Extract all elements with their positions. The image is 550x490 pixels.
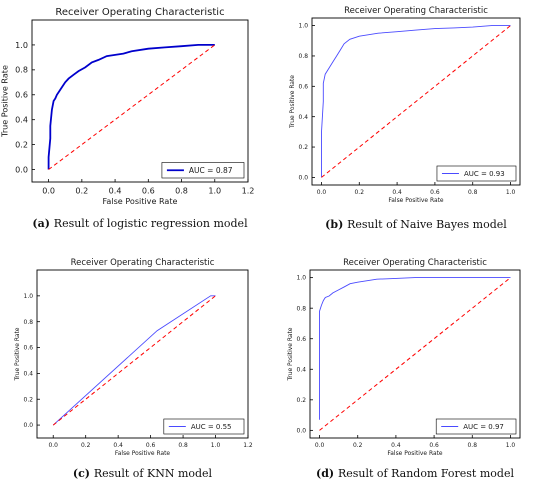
x-tick-label: 0.8	[175, 187, 188, 196]
y-tick-label: 0.4	[15, 116, 28, 125]
legend-label: AUC = 0.55	[191, 423, 232, 431]
roc-curve-line	[52, 295, 216, 426]
caption-letter: (d)	[316, 467, 338, 480]
chart-panel-b: Receiver Operating Characteristic 0.0 0.2 0…	[289, 6, 521, 231]
x-tick-label: 1.2	[242, 187, 255, 196]
x-tick-label: 1.0	[211, 442, 221, 449]
legend-box	[435, 418, 517, 435]
y-tick-label: 1.0	[299, 23, 309, 30]
x-tick-label: 0.4	[392, 189, 402, 196]
y-tick-label: 1.0	[24, 293, 34, 300]
x-tick-label: 0.4	[109, 187, 122, 196]
y-tick-label: 0.6	[299, 83, 309, 90]
chance-diagonal-line	[48, 44, 216, 170]
chart-panel-d: Receiver Operating Characteristic 0.0 0.2 0…	[287, 258, 521, 480]
x-tick-label: 0.2	[81, 442, 91, 449]
x-tick-label: 0.6	[430, 189, 440, 196]
y-tick-label: 0.8	[24, 319, 34, 326]
y-tick-label: 0.6	[15, 91, 28, 100]
caption-letter: (a)	[32, 217, 53, 230]
y-tick-label: 0.0	[24, 422, 34, 429]
y-tick-label: 0.2	[299, 144, 309, 151]
x-tick-label: 0.0	[315, 442, 325, 449]
x-tick-label: 1.2	[243, 442, 253, 449]
legend-label: AUC = 0.93	[464, 170, 505, 178]
legend-label: AUC = 0.97	[463, 423, 504, 431]
x-tick-label: 1.0	[506, 189, 516, 196]
plot-frame	[311, 17, 521, 186]
panel-caption: (a) Result of logistic regression model	[32, 217, 248, 230]
y-tick-label: 0.0	[297, 427, 307, 434]
legend-box	[161, 162, 245, 179]
x-tick-label: 0.0	[42, 187, 55, 196]
y-tick-label: 0.4	[297, 366, 307, 373]
chart-title: Receiver Operating Characteristic	[71, 258, 215, 268]
x-tick-label: 0.2	[75, 187, 88, 196]
x-tick-label: 0.8	[468, 442, 478, 449]
y-tick-label: 0.6	[297, 336, 307, 343]
x-tick-label: 1.0	[506, 442, 516, 449]
y-tick-label: 0.4	[299, 114, 309, 121]
y-axis-label: True Positive Rate	[289, 75, 296, 129]
roc-curve-line	[321, 25, 511, 178]
y-tick-label: 0.2	[15, 140, 28, 149]
caption-text: Result of Random Forest model	[338, 467, 515, 480]
legend-box	[436, 165, 517, 182]
y-axis-label: True Positive Rate	[287, 327, 294, 381]
plot-frame	[31, 19, 249, 183]
chance-diagonal-line	[321, 25, 511, 178]
y-tick-label: 0.2	[24, 396, 34, 403]
plot-frame	[36, 269, 249, 439]
y-axis-label: True Positive Rate	[14, 327, 21, 381]
x-tick-label: 0.4	[113, 442, 123, 449]
chart-title: Receiver Operating Characteristic	[343, 258, 487, 268]
x-axis-label: False Positive Rate	[115, 450, 171, 457]
chart-panel-a: Receiver Operating Characteristic 0.0 0.2 0…	[0, 7, 254, 230]
caption-letter: (c)	[73, 467, 94, 480]
roc-curve-line	[319, 277, 511, 420]
y-tick-label: 0.8	[297, 305, 307, 312]
chart-title: Receiver Operating Characteristic	[344, 6, 488, 16]
caption-text: Result of logistic regression model	[54, 217, 248, 230]
y-tick-label: 0.8	[299, 53, 309, 60]
x-tick-label: 1.0	[208, 187, 221, 196]
x-axis-label: False Positive Rate	[387, 450, 443, 457]
y-tick-label: 0.0	[299, 175, 309, 182]
x-tick-label: 0.2	[353, 442, 363, 449]
x-tick-label: 0.4	[391, 442, 401, 449]
y-tick-label: 0.2	[297, 397, 307, 404]
chart-title: Receiver Operating Characteristic	[55, 7, 224, 18]
y-tick-label: 0.4	[24, 370, 34, 377]
x-tick-label: 0.2	[355, 189, 365, 196]
legend-box	[163, 418, 245, 435]
x-tick-label: 0.6	[142, 187, 155, 196]
legend-label: AUC = 0.87	[189, 166, 233, 175]
y-tick-label: 0.6	[24, 345, 34, 352]
chance-diagonal-line	[52, 295, 216, 426]
x-tick-label: 0.0	[49, 442, 59, 449]
chance-diagonal-line	[319, 277, 511, 431]
x-tick-label: 0.0	[317, 189, 327, 196]
plot-frame	[309, 269, 521, 439]
y-tick-label: 0.8	[15, 66, 28, 75]
x-tick-label: 0.8	[178, 442, 188, 449]
caption-text: Result of Naive Bayes model	[347, 218, 507, 231]
x-axis-label: False Positive Rate	[388, 197, 444, 204]
x-tick-label: 0.8	[468, 189, 478, 196]
y-tick-label: 1.0	[297, 275, 307, 282]
y-tick-label: 1.0	[15, 41, 28, 50]
x-tick-label: 0.6	[429, 442, 439, 449]
chart-panel-c: Receiver Operating Characteristic 0.0 0.2 0…	[14, 258, 253, 480]
y-axis-label: True Positive Rate	[0, 65, 9, 138]
panel-caption: (c) Result of KNN model	[73, 467, 213, 480]
y-tick-label: 0.0	[15, 165, 28, 174]
panel-caption: (d) Result of Random Forest model	[316, 467, 514, 480]
caption-text: Result of KNN model	[94, 467, 213, 480]
caption-letter: (b)	[325, 218, 347, 231]
panel-caption: (b) Result of Naive Bayes model	[325, 218, 507, 231]
x-tick-label: 0.6	[146, 442, 156, 449]
x-axis-label: False Positive Rate	[103, 197, 178, 206]
roc-curve-line	[47, 44, 215, 170]
